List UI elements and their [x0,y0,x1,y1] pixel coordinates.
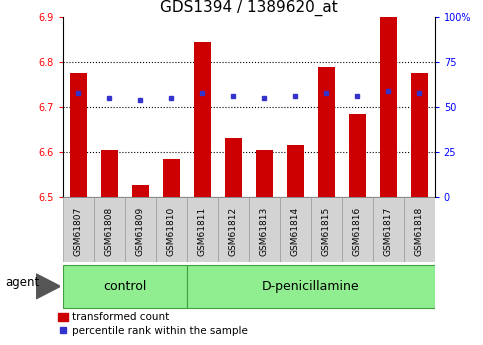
Text: GSM61814: GSM61814 [291,206,300,256]
Bar [225,138,242,197]
Text: GSM61811: GSM61811 [198,206,207,256]
Text: GSM61807: GSM61807 [74,206,83,256]
Bar [187,265,435,308]
Bar [63,197,94,262]
Bar [411,73,428,197]
Text: GSM61812: GSM61812 [229,206,238,256]
Text: GSM61808: GSM61808 [105,206,114,256]
Bar [194,42,211,197]
Bar [70,73,87,197]
Bar [156,197,187,262]
Bar [318,67,335,197]
Text: control: control [103,280,146,293]
Text: GSM61817: GSM61817 [384,206,393,256]
Text: GSM61818: GSM61818 [415,206,424,256]
Bar [187,197,218,262]
Bar [94,197,125,262]
Bar [125,197,156,262]
Bar [342,197,373,262]
Bar [280,197,311,262]
Bar [249,197,280,262]
Bar [256,150,273,197]
Text: agent: agent [5,276,39,289]
Bar [380,17,397,197]
Bar [63,265,187,308]
Bar [132,186,149,197]
Bar [349,114,366,197]
Text: GSM61809: GSM61809 [136,206,145,256]
Bar [101,150,118,197]
Legend: transformed count, percentile rank within the sample: transformed count, percentile rank withi… [54,308,252,340]
Text: GSM61813: GSM61813 [260,206,269,256]
Polygon shape [36,274,60,299]
Bar [311,197,342,262]
Text: D-penicillamine: D-penicillamine [262,280,359,293]
Text: GSM61810: GSM61810 [167,206,176,256]
Title: GDS1394 / 1389620_at: GDS1394 / 1389620_at [160,0,338,16]
Bar [404,197,435,262]
Bar [287,145,304,197]
Text: GSM61815: GSM61815 [322,206,331,256]
Bar [373,197,404,262]
Bar [163,159,180,197]
Bar [218,197,249,262]
Text: GSM61816: GSM61816 [353,206,362,256]
